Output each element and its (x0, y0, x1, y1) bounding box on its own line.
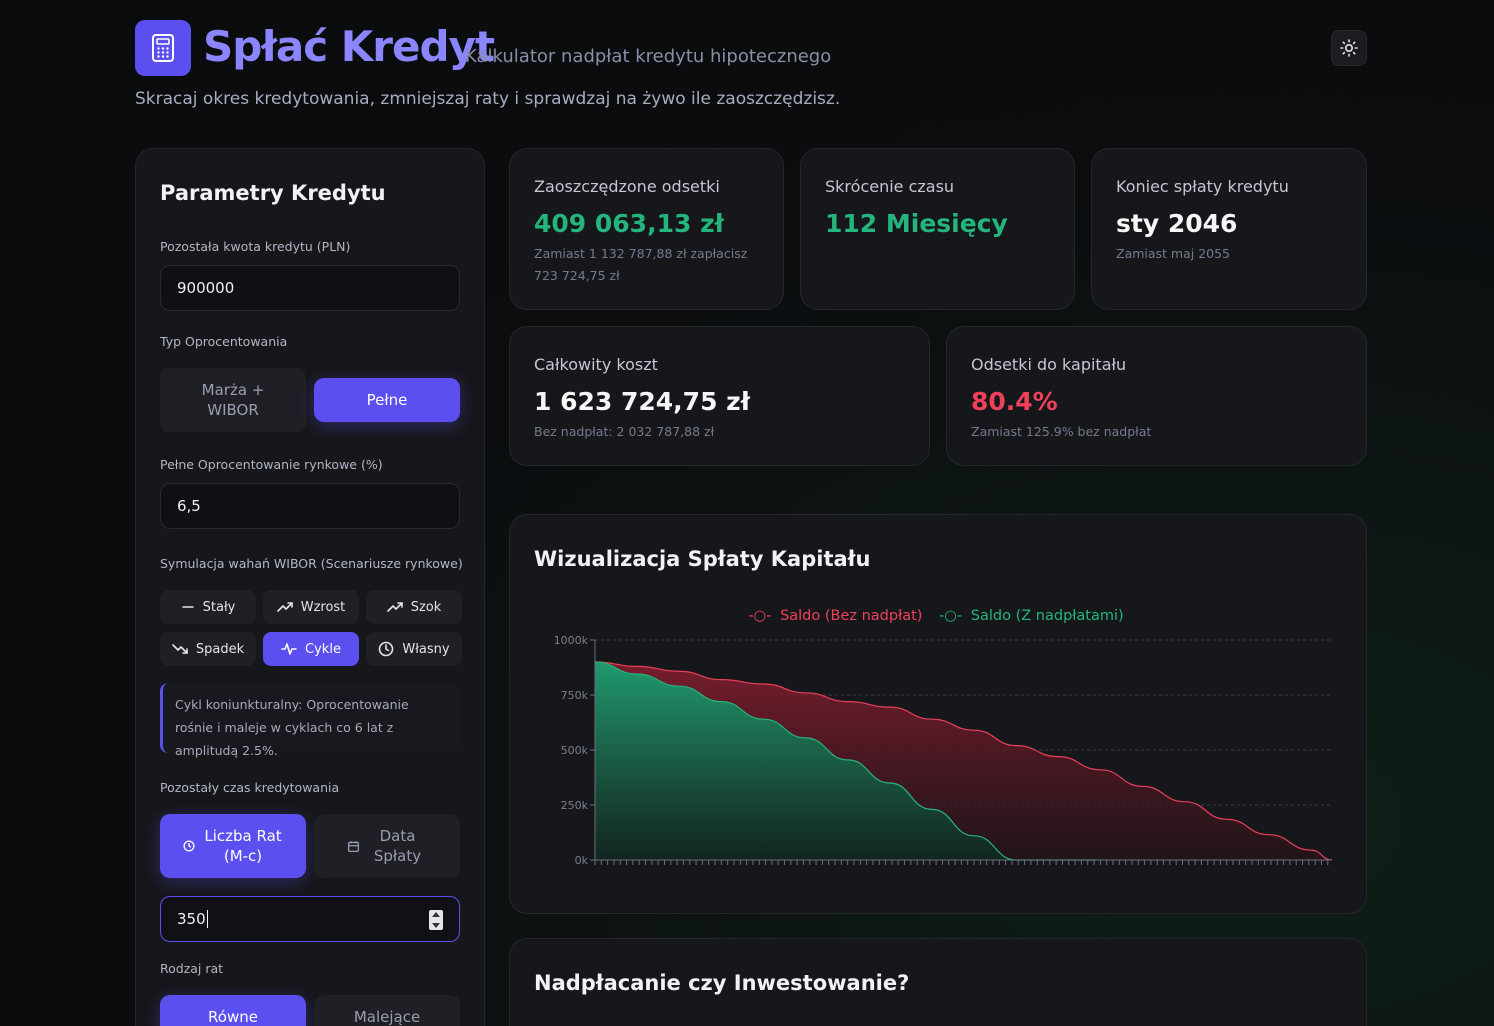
invest-card: Nadpłacanie czy Inwestowanie? (509, 938, 1367, 1026)
number-spinner[interactable] (429, 910, 443, 930)
installment-option-label: Równe (208, 1008, 258, 1026)
time-saved-card: Skrócenie czasu 112 Miesięcy (800, 148, 1075, 310)
stat-value: 80.4% (971, 387, 1058, 416)
y-tick-label: 750k (561, 689, 589, 702)
installment-type-label: Rodzaj rat (160, 961, 224, 976)
rate-type-margin-wibor-button[interactable]: Marża + WIBOR (160, 368, 306, 432)
app-tagline: Skracaj okres kredytowania, zmniejszaj r… (135, 89, 841, 109)
installment-equal-button[interactable]: Równe (160, 995, 306, 1026)
installment-option-label: Malejące (353, 1008, 421, 1026)
wibor-rise-button[interactable]: Wzrost (263, 590, 359, 624)
legend-item-with-overpay[interactable]: -○- Saldo (Z nadpłatami) (939, 608, 1124, 624)
total-cost-card: Całkowity koszt 1 623 724,75 zł Bez nadp… (509, 326, 930, 466)
term-months-button[interactable]: Liczba Rat (M-c) (160, 814, 306, 878)
stat-label: Koniec spłaty kredytu (1116, 177, 1289, 196)
term-value: 350 (177, 910, 206, 928)
series-area-1 (595, 662, 1097, 860)
wibor-scenario-label: Symulacja wahań WIBOR (Scenariusze rynko… (160, 556, 463, 571)
stat-sub: Bez nadpłat: 2 032 787,88 zł (534, 424, 715, 439)
stat-sub: Zamiast 125.9% bez nadpłat (971, 424, 1152, 439)
invest-section-title: Nadpłacanie czy Inwestowanie? (534, 971, 910, 995)
trending-up-icon (386, 602, 403, 612)
balance-area-chart: 0k 250k 500k 750k 1000k (554, 634, 1333, 867)
chip-label: Wzrost (300, 599, 346, 615)
wibor-fall-button[interactable]: Spadek (160, 632, 256, 666)
y-tick-label: 250k (561, 799, 589, 812)
series-line-0 (594, 661, 1333, 861)
chart-legend: -○- Saldo (Bez nadpłat) -○- Saldo (Z nad… (510, 608, 1366, 624)
chart-card: Wizualizacja Spłaty Kapitału -○- Saldo (… (509, 514, 1367, 914)
loan-parameters-panel: Parametry Kredytu Pozostała kwota kredyt… (135, 148, 485, 1026)
stat-value: 409 063,13 zł (534, 209, 724, 238)
end-date-card: Koniec spłaty kredytu sty 2046 Zamiast m… (1091, 148, 1367, 310)
stat-value: 112 Miesięcy (825, 209, 1008, 238)
rate-type-option-label: Pełne (366, 391, 408, 409)
term-option-label: Data Spłaty (373, 827, 422, 865)
rate-type-option-label: Marża + WIBOR (201, 381, 265, 419)
stat-sub: Zamiast 1 132 787,88 zł zapłacisz 723 72… (534, 246, 748, 283)
term-option-label: Liczba Rat (M-c) (204, 827, 282, 865)
installment-decreasing-button[interactable]: Malejące (314, 995, 460, 1026)
term-months-input[interactable]: 350 (160, 896, 460, 942)
sun-icon (1340, 39, 1358, 57)
wibor-scenario-note: Cykl koniunkturalny: Oprocentowanie rośn… (160, 683, 460, 758)
legend-label: Saldo (Bez nadpłat) (780, 608, 923, 624)
stat-sub: Zamiast maj 2055 (1116, 246, 1231, 261)
y-tick-label: 500k (561, 744, 589, 757)
stat-label: Skrócenie czasu (825, 177, 955, 196)
stat-label: Całkowity koszt (534, 355, 658, 374)
amount-input[interactable]: 900000 (160, 265, 460, 311)
rate-type-full-button[interactable]: Pełne (314, 378, 460, 422)
clock-icon (379, 641, 394, 657)
chip-label: Cykle (305, 641, 341, 657)
trending-up-icon (276, 602, 293, 612)
stat-value: 1 623 724,75 zł (534, 387, 750, 416)
clock-icon (183, 840, 195, 852)
app-subtitle: Kalkulator nadpłat kredytu hipotecznego (465, 46, 832, 67)
stat-label: Odsetki do kapitału (971, 355, 1127, 374)
stat-label: Zaoszczędzone odsetki (534, 177, 720, 196)
panel-title: Parametry Kredytu (160, 181, 386, 205)
calculator-icon (152, 34, 174, 62)
app-title: Spłać Kredyt (203, 22, 495, 71)
legend-item-no-overpay[interactable]: -○- Saldo (Bez nadpłat) (748, 608, 923, 624)
rate-type-label: Typ Oprocentowania (160, 334, 288, 349)
term-date-button[interactable]: Data Spłaty (314, 814, 460, 878)
trending-down-icon (172, 644, 188, 654)
chip-label: Stały (202, 599, 236, 615)
wibor-cycles-button[interactable]: Cykle (263, 632, 359, 666)
wibor-custom-button[interactable]: Własny (366, 632, 462, 666)
theme-toggle-button[interactable] (1331, 30, 1367, 66)
text-caret (206, 910, 208, 928)
wibor-constant-button[interactable]: Stały (160, 590, 256, 624)
activity-icon (281, 643, 297, 655)
amount-label: Pozostała kwota kredytu (PLN) (160, 239, 351, 254)
chip-label: Spadek (195, 641, 245, 657)
interest-ratio-card: Odsetki do kapitału 80.4% Zamiast 125.9%… (946, 326, 1367, 466)
calendar-icon (347, 840, 359, 852)
wibor-shock-button[interactable]: Szok (366, 590, 462, 624)
chip-label: Własny (402, 641, 450, 657)
rate-label: Pełne Oprocentowanie rynkowe (%) (160, 457, 383, 472)
y-tick-label: 1000k (554, 634, 589, 647)
legend-label: Saldo (Z nadpłatami) (970, 608, 1124, 624)
term-label: Pozostały czas kredytowania (160, 780, 340, 795)
app-logo (135, 20, 191, 76)
chip-label: Szok (410, 599, 442, 615)
rate-value: 6,5 (177, 497, 201, 515)
minus-icon (181, 606, 194, 608)
stat-value: sty 2046 (1116, 209, 1238, 238)
saved-interest-card: Zaoszczędzone odsetki 409 063,13 zł Zami… (509, 148, 784, 310)
rate-input[interactable]: 6,5 (160, 483, 460, 529)
chart-section-title: Wizualizacja Spłaty Kapitału (534, 547, 871, 571)
y-tick-label: 0k (575, 854, 589, 867)
amount-value: 900000 (177, 279, 235, 297)
